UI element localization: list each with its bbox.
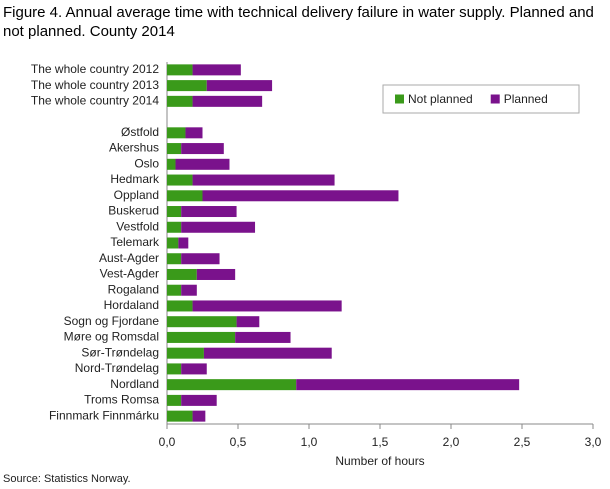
bar-segment — [167, 268, 197, 280]
chart-title: Figure 4. Annual average time with techn… — [3, 4, 594, 40]
legend-label: Not planned — [408, 92, 473, 106]
bar-segment — [167, 316, 237, 328]
y-tick-label: The whole country 2014 — [31, 94, 159, 108]
bar-segment — [167, 95, 193, 107]
y-tick-label: Rogaland — [108, 282, 159, 296]
y-tick-label: Nordland — [110, 377, 159, 391]
bar-segment — [196, 268, 236, 280]
y-tick-label: Troms Romsa — [84, 393, 159, 407]
x-tick-label: 2,0 — [443, 435, 460, 449]
legend-swatch — [395, 94, 404, 104]
bar-segment — [181, 143, 224, 155]
bar-segment — [181, 394, 217, 406]
y-tick-label: Telemark — [110, 235, 160, 249]
y-tick-label: Østfold — [121, 125, 159, 139]
y-tick-label: The whole country 2012 — [31, 62, 159, 76]
y-tick-label: Nord-Trøndelag — [75, 361, 159, 375]
bar-segment — [202, 190, 399, 202]
bar-segment — [236, 316, 260, 328]
y-tick-label: Oppland — [114, 188, 159, 202]
bar-segment — [167, 379, 297, 391]
y-tick-label: Møre og Romsdal — [64, 330, 159, 344]
bar-segment — [167, 347, 204, 359]
y-tick-label: Aust-Agder — [99, 251, 159, 265]
bar-segment — [181, 284, 197, 296]
bar-segment — [167, 174, 193, 186]
bar-segment — [192, 174, 335, 186]
y-tick-label: The whole country 2013 — [31, 78, 159, 92]
bar-segment — [167, 80, 207, 92]
bar-segment — [181, 363, 207, 375]
y-tick-label: Oslo — [134, 156, 159, 170]
legend-label: Planned — [504, 92, 548, 106]
bar-segment — [206, 80, 273, 92]
bar-segment — [235, 331, 291, 343]
bar-segment — [167, 158, 176, 170]
bar-segment — [178, 237, 189, 249]
bar-segment — [167, 237, 179, 249]
y-tick-label: Vestfold — [116, 219, 159, 233]
bar-segment — [167, 284, 182, 296]
legend-box — [382, 84, 580, 114]
bar-segment — [167, 221, 182, 233]
x-tick-label: 2,5 — [514, 435, 531, 449]
bar-segment — [167, 300, 193, 312]
y-tick-label: Sør-Trøndelag — [81, 345, 159, 359]
bar-segment — [181, 221, 256, 233]
bar-segment — [192, 95, 263, 107]
bar-segment — [192, 410, 206, 422]
x-tick-label: 1,0 — [301, 435, 318, 449]
bar-segment — [167, 64, 193, 76]
source: Source: Statistics Norway. — [3, 473, 131, 485]
x-tick-label: 1,5 — [372, 435, 389, 449]
x-tick-label: 0,5 — [230, 435, 247, 449]
x-axis-label: Number of hours — [335, 454, 424, 468]
y-tick-label: Buskerud — [108, 204, 159, 218]
y-tick-label: Finnmark Finnmárku — [49, 408, 159, 422]
bar-segment — [167, 363, 182, 375]
bar-segment — [181, 253, 220, 265]
bar-segment — [167, 190, 203, 202]
x-tick-label: 3,0 — [585, 435, 602, 449]
bar-segment — [167, 127, 186, 139]
y-tick-label: Hordaland — [104, 298, 159, 312]
bar-segment — [192, 64, 241, 76]
bar-segment — [167, 410, 193, 422]
bar-segment — [296, 379, 520, 391]
bar-segment — [167, 206, 182, 218]
bar-segment — [192, 300, 342, 312]
bar-segment — [203, 347, 332, 359]
y-tick-label: Vest-Agder — [100, 267, 159, 281]
bar-segment — [167, 331, 236, 343]
bar-segment — [167, 394, 182, 406]
bar-segment — [175, 158, 230, 170]
x-tick-label: 0,0 — [159, 435, 176, 449]
bar-segment — [181, 206, 237, 218]
bar-segment — [167, 253, 182, 265]
bar-segment — [167, 143, 182, 155]
y-tick-label: Hedmark — [110, 172, 160, 186]
y-tick-label: Sogn og Fjordane — [64, 314, 160, 328]
y-tick-label: Akershus — [109, 141, 159, 155]
legend-swatch — [490, 94, 500, 104]
bar-segment — [185, 127, 203, 139]
